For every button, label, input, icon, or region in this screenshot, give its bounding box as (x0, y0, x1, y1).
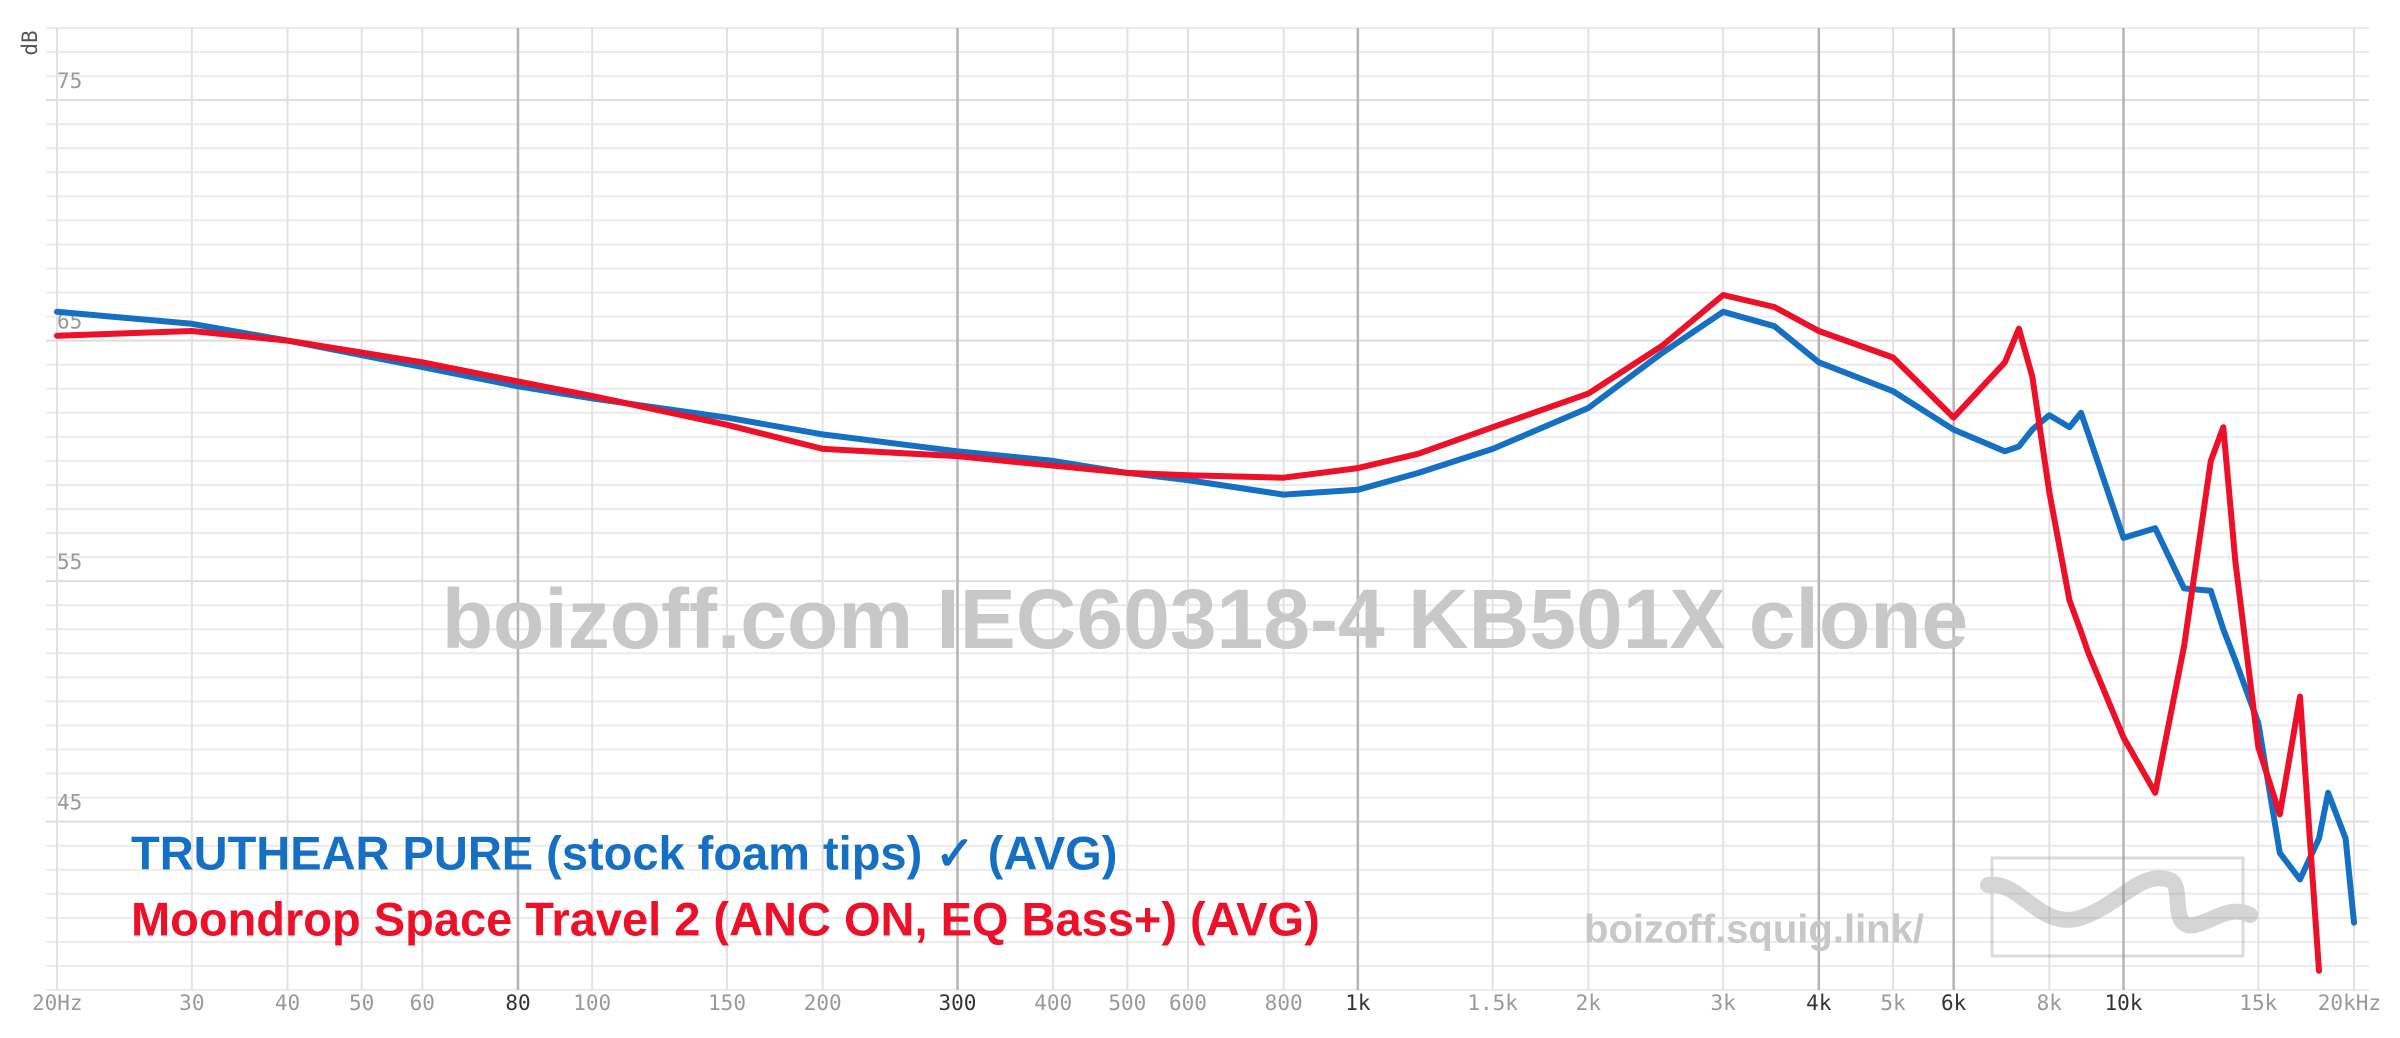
y-tick-label: 75 (57, 69, 82, 93)
x-tick-label: 3k (1711, 991, 1737, 1015)
x-tick-label: 5k (1880, 991, 1906, 1015)
logo-frame (1990, 856, 2245, 958)
lines (54, 292, 2357, 974)
x-tick-label: 400 (1034, 991, 1072, 1015)
x-tick-label: 200 (804, 991, 842, 1015)
legend-entry: TRUTHEAR PURE (stock foam tips) ✓ (AVG) (131, 826, 1117, 879)
x-tick-label: 2k (1576, 991, 1602, 1015)
x-tick-label: 15k (2239, 991, 2277, 1015)
x-tick-label: 60 (410, 991, 435, 1015)
y-axis-label: dB (18, 30, 42, 55)
x-tick-label: 800 (1265, 991, 1303, 1015)
x-tick-label: 10k (2105, 991, 2143, 1015)
x-tick-label: 30 (179, 991, 204, 1015)
x-tick-label: 20Hz (32, 991, 83, 1015)
series-line (54, 292, 2322, 974)
x-tick-label: 1k (1345, 991, 1371, 1015)
x-tick-label: 600 (1169, 991, 1207, 1015)
y-tick-label: 45 (57, 791, 82, 815)
x-tick-label: 100 (573, 991, 611, 1015)
logo-squiggle (1980, 870, 2258, 934)
y-tick-label: 55 (57, 550, 82, 574)
x-tick-label: 500 (1108, 991, 1146, 1015)
x-tick-label: 50 (349, 991, 374, 1015)
watermark: boizoff.com IEC60318-4 KB501X clone (442, 572, 1968, 666)
x-tick-label: 80 (505, 991, 530, 1015)
x-tick-label: 40 (275, 991, 300, 1015)
x-tick-label: 6k (1941, 991, 1967, 1015)
x-tick-label: 150 (708, 991, 746, 1015)
legend-entry: Moondrop Space Travel 2 (ANC ON, EQ Bass… (131, 892, 1320, 945)
x-tick-label: 300 (939, 991, 977, 1015)
x-tick-label: 20kHz (2318, 991, 2381, 1015)
logo (1980, 856, 2258, 958)
site-watermark: boizoff.squig.link/ (1584, 908, 1924, 952)
x-tick-label: 1.5k (1467, 991, 1518, 1015)
x-tick-label: 8k (2037, 991, 2063, 1015)
x-tick-label: 4k (1806, 991, 1832, 1015)
legend: TRUTHEAR PURE (stock foam tips) ✓ (AVG) M… (131, 826, 1320, 945)
series-line (54, 308, 2357, 926)
